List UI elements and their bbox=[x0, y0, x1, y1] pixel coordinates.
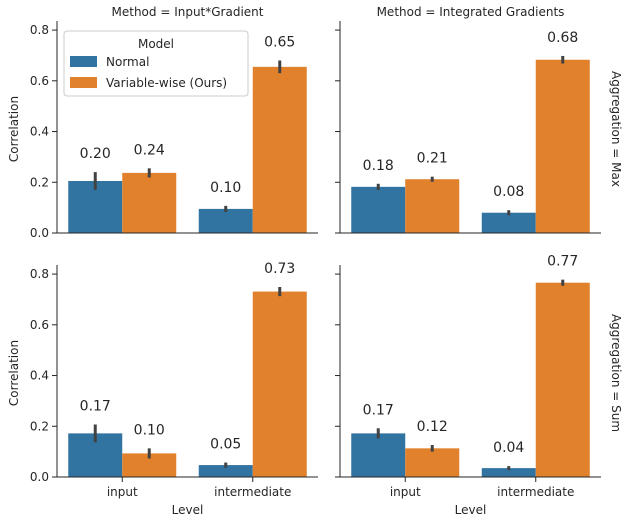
bar-p3-input-normal bbox=[351, 433, 406, 477]
bar-p3-input-variable-wise bbox=[405, 448, 460, 477]
y-tick-label: 0.0 bbox=[30, 226, 49, 240]
y-tick-label: 0.6 bbox=[30, 318, 49, 332]
bar-value-label: 0.21 bbox=[417, 151, 448, 167]
bar-p3-intermediate-variable-wise bbox=[535, 282, 590, 477]
bar-p2-intermediate-normal bbox=[198, 465, 253, 477]
bar-p1-intermediate-variable-wise bbox=[535, 59, 590, 233]
bar-value-label: 0.05 bbox=[210, 437, 241, 453]
bar-p1-input-normal bbox=[351, 186, 406, 233]
y-tick-label: 0.0 bbox=[30, 470, 49, 484]
bar-value-label: 0.10 bbox=[134, 422, 165, 438]
x-tick-label: intermediate bbox=[214, 485, 291, 499]
y-tick-label: 0.4 bbox=[30, 125, 49, 139]
bar-value-label: 0.17 bbox=[80, 398, 111, 414]
bar-value-label: 0.10 bbox=[210, 180, 241, 196]
x-tick-label: input bbox=[390, 485, 421, 499]
y-tick-label: 0.8 bbox=[30, 267, 49, 281]
bar-value-label: 0.18 bbox=[363, 158, 394, 174]
y-axis-title: Correlation bbox=[7, 96, 21, 162]
x-tick-label: input bbox=[107, 485, 138, 499]
bar-value-label: 0.08 bbox=[493, 184, 524, 200]
bar-value-label: 0.17 bbox=[363, 402, 394, 418]
facet-column-title: Method = Input*Gradient bbox=[112, 5, 264, 19]
bar-value-label: 0.04 bbox=[493, 440, 524, 456]
bar-p1-input-variable-wise bbox=[405, 179, 460, 233]
x-axis-title: Level bbox=[172, 503, 204, 517]
legend-entry: Normal bbox=[106, 55, 149, 69]
bar-p0-intermediate-variable-wise bbox=[252, 66, 307, 233]
y-tick-label: 0.4 bbox=[30, 369, 49, 383]
legend-entry: Variable-wise (Ours) bbox=[106, 76, 227, 90]
bar-value-label: 0.12 bbox=[417, 419, 448, 435]
bar-value-label: 0.68 bbox=[547, 30, 578, 46]
legend-swatch bbox=[70, 77, 97, 88]
bar-p2-intermediate-variable-wise bbox=[252, 291, 307, 477]
facet-column-title: Method = Integrated Gradients bbox=[377, 5, 565, 19]
bar-p2-input-variable-wise bbox=[122, 453, 177, 477]
x-tick-label: intermediate bbox=[497, 485, 574, 499]
bar-p0-intermediate-normal bbox=[198, 208, 253, 233]
bar-value-label: 0.77 bbox=[547, 254, 578, 270]
bar-p1-intermediate-normal bbox=[481, 212, 536, 233]
bar-value-label: 0.65 bbox=[264, 35, 295, 51]
y-tick-label: 0.8 bbox=[30, 23, 49, 37]
y-tick-label: 0.6 bbox=[30, 74, 49, 88]
y-tick-label: 0.2 bbox=[30, 175, 49, 189]
y-tick-label: 0.2 bbox=[30, 419, 49, 433]
facet-row-title: Aggregation = Sum bbox=[609, 314, 623, 432]
x-axis-title: Level bbox=[455, 503, 487, 517]
bar-p3-intermediate-normal bbox=[481, 468, 536, 477]
y-axis-title: Correlation bbox=[7, 340, 21, 406]
legend-title: Model bbox=[138, 37, 174, 51]
bar-p0-input-variable-wise bbox=[122, 172, 177, 233]
bar-value-label: 0.20 bbox=[80, 146, 111, 162]
legend-box bbox=[63, 30, 249, 97]
bar-value-label: 0.24 bbox=[134, 142, 165, 158]
facet-row-title: Aggregation = Max bbox=[609, 71, 623, 187]
legend-swatch bbox=[70, 56, 97, 67]
bar-value-label: 0.73 bbox=[264, 261, 295, 277]
